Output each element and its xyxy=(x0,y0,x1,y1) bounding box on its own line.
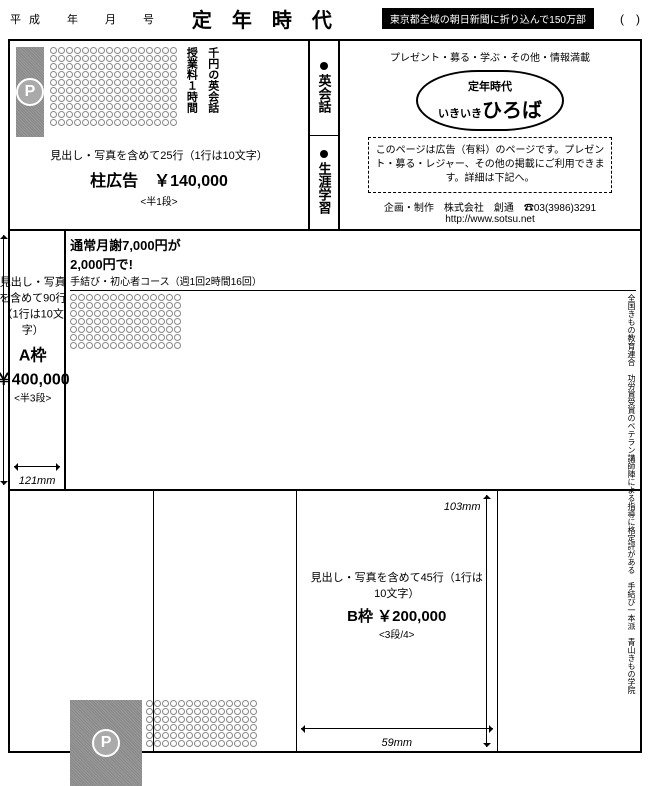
mid-section: 103mm 見出し・写真を含めて90行（1行は10文字） A枠 ￥400,000… xyxy=(10,231,640,491)
pillar-price: 柱広告 ￥140,000 xyxy=(16,167,302,191)
headline-vert-1: 授業料１時間 xyxy=(183,47,198,137)
b-dimension-arrow-h xyxy=(301,728,493,729)
sample-headline-2: 2,000円で! xyxy=(70,254,636,273)
b-price: B枠 ￥200,000 xyxy=(307,605,487,626)
hiroba-logo: 定年時代 いきいきひろば xyxy=(348,70,632,131)
sample-headline-1: 通常月謝7,000円が xyxy=(70,235,636,254)
b-frame-block: 103mm 見出し・写真を含めて45行（1行は10文字） B枠 ￥200,000… xyxy=(297,491,498,751)
distribution-banner: 東京都全域の朝日新聞に折り込んで150万部 xyxy=(382,8,594,29)
pillar-size: <半1段> xyxy=(16,193,302,208)
headline-vert-2: 千円の英会話 xyxy=(204,47,219,137)
sample-subhead: 手結び・初心者コース（週1回2時間16回） xyxy=(70,273,636,291)
layout-frame: P 授業料１時間 千円の英会話 見出し・写真を含めて25行（1行は10文字） 柱… xyxy=(8,39,642,753)
dimension-arrow-h xyxy=(14,466,60,467)
dimension-h-label: 121mm xyxy=(19,475,56,487)
sample-ad-block: 通常月謝7,000円が 2,000円で! 手結び・初心者コース（週1回2時間16… xyxy=(66,231,640,489)
logo-line1: 定年時代 xyxy=(438,78,542,94)
b-size: <3段/4> xyxy=(307,626,487,641)
a-spec-text: 見出し・写真を含めて90行（1行は10文字） xyxy=(0,274,70,338)
page-title: 定年時代 xyxy=(182,4,362,33)
b-dimension-v-label: 103mm xyxy=(444,501,481,513)
tab-learning: 生涯学習 xyxy=(310,136,338,230)
tag-line: プレゼント・募る・学ぶ・その他・情報満載 xyxy=(348,49,632,64)
top-section: P 授業料１時間 千円の英会話 見出し・写真を含めて25行（1行は10文字） 柱… xyxy=(10,41,640,231)
a-price: A枠 ￥400,000 xyxy=(0,342,70,390)
bottom-col-1 xyxy=(10,491,154,751)
photo-placeholder: P xyxy=(16,47,44,137)
page-number-paren: ( ) xyxy=(620,10,640,27)
b-dimension-h-label: 59mm xyxy=(381,737,412,749)
issue-date: 平成 年 月 号 xyxy=(10,11,162,27)
logo-line2: いきいきひろば xyxy=(438,94,542,123)
company-footer: 企画・制作 株式会社 創通 ☎03(3986)3291 http://www.s… xyxy=(348,199,632,225)
b-spec-text: 見出し・写真を含めて45行（1行は10文字） xyxy=(307,569,487,601)
bottom-section: 103mm 見出し・写真を含めて45行（1行は10文字） B枠 ￥200,000… xyxy=(10,491,640,751)
text-circles-grid xyxy=(50,47,177,137)
pillar-spec-text: 見出し・写真を含めて25行（1行は10文字） xyxy=(16,147,302,163)
category-tabs: 英会話 生涯学習 xyxy=(310,41,340,229)
bottom-col-2 xyxy=(154,491,298,751)
hiroba-header-block: プレゼント・募る・学ぶ・その他・情報満載 定年時代 いきいきひろば このページは… xyxy=(340,41,640,229)
tab-english: 英会話 xyxy=(310,41,338,136)
photo-p-icon: P xyxy=(16,78,44,106)
pillar-ad-block: P 授業料１時間 千円の英会話 見出し・写真を含めて25行（1行は10文字） 柱… xyxy=(10,41,310,229)
page-header: 平成 年 月 号 定年時代 東京都全域の朝日新聞に折り込んで150万部 ( ) xyxy=(0,0,650,37)
bottom-col-4 xyxy=(498,491,641,751)
a-frame-block: 103mm 見出し・写真を含めて90行（1行は10文字） A枠 ￥400,000… xyxy=(10,231,66,489)
a-size: <半3段> xyxy=(0,390,70,405)
info-box: このページは広告（有料）のページです。プレゼント・募る・レジャー、その他の掲載に… xyxy=(368,137,612,193)
